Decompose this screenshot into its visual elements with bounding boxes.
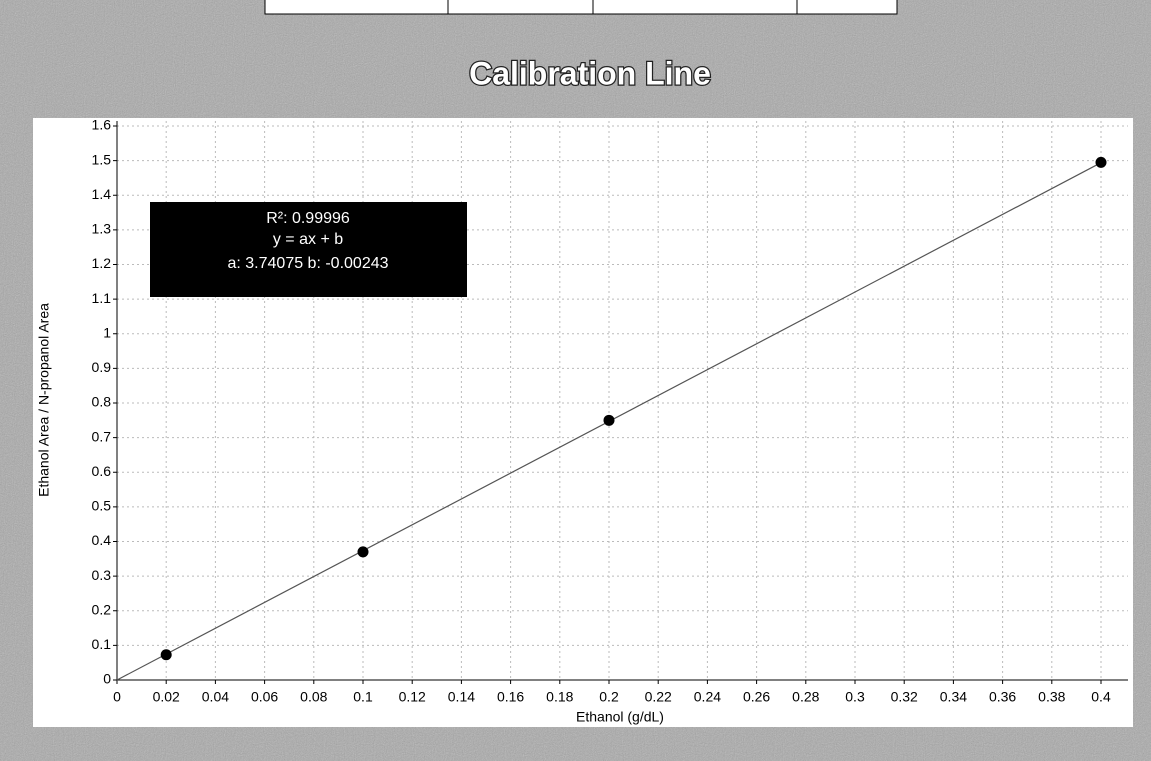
data-point (160, 649, 172, 661)
x-tick-label: 0.18 (546, 689, 573, 705)
y-tick-label: 1.2 (92, 255, 112, 271)
y-tick-label: 0.3 (92, 567, 112, 583)
x-tick-label: 0.4 (1091, 689, 1111, 705)
y-tick-label: 0.1 (92, 636, 112, 652)
x-tick-label: 0.2 (599, 689, 619, 705)
annotation-line: a: 3.74075 b: -0.00243 (227, 255, 388, 272)
y-tick-label: 0.2 (92, 601, 112, 617)
y-tick-label: 1.3 (92, 221, 112, 237)
y-tick-label: 0.4 (92, 532, 112, 548)
x-tick-label: 0.34 (940, 689, 967, 705)
y-tick-label: 1.6 (92, 117, 112, 133)
x-tick-label: 0.02 (153, 689, 180, 705)
x-tick-label: 0.08 (300, 689, 327, 705)
chart-title: Calibration Line (469, 55, 711, 91)
y-tick-label: 1.1 (92, 290, 112, 306)
data-point (603, 414, 615, 426)
x-tick-label: 0.24 (694, 689, 721, 705)
y-tick-label: 0.5 (92, 498, 112, 514)
x-tick-label: 0 (113, 689, 121, 705)
x-tick-label: 0.1 (353, 689, 373, 705)
y-tick-label: 0 (103, 671, 111, 687)
data-point (1095, 156, 1107, 168)
y-tick-label: 1 (103, 324, 111, 340)
x-tick-label: 0.06 (251, 689, 278, 705)
y-tick-label: 0.9 (92, 359, 112, 375)
plot-area: 0 0.1 0.2 0.3 0.4 0.5 0.6 0.7 0.8 0.9 1 1.1 1.2 1.3 1.… (92, 117, 1128, 705)
x-tick-label: 0.32 (891, 689, 918, 705)
y-axis-label: Ethanol Area / N-propanol Area (36, 303, 52, 497)
x-tick-label: 0.3 (845, 689, 865, 705)
y-tick-label: 0.6 (92, 463, 112, 479)
x-tick-label: 0.26 (743, 689, 770, 705)
annotation-line: R²: 0.99996 (266, 210, 350, 227)
y-tick-label: 1.5 (92, 151, 112, 167)
y-tick-label: 0.8 (92, 394, 112, 410)
data-point (357, 546, 369, 558)
x-tick-label: 0.16 (497, 689, 524, 705)
annotation-box (150, 202, 467, 297)
x-tick-label: 0.22 (645, 689, 672, 705)
x-tick-label: 0.04 (202, 689, 229, 705)
x-tick-label: 0.38 (1038, 689, 1065, 705)
x-tick-label: 0.12 (399, 689, 426, 705)
annotation-line: y = ax + b (273, 231, 343, 248)
x-axis-label: Ethanol (g/dL) (576, 709, 664, 725)
y-tick-label: 1.4 (92, 186, 112, 202)
top-table-fragment (264, 0, 898, 15)
x-tick-label: 0.14 (448, 689, 475, 705)
x-tick-label: 0.36 (989, 689, 1016, 705)
x-tick-label: 0.28 (792, 689, 819, 705)
y-tick-label: 0.7 (92, 428, 112, 444)
